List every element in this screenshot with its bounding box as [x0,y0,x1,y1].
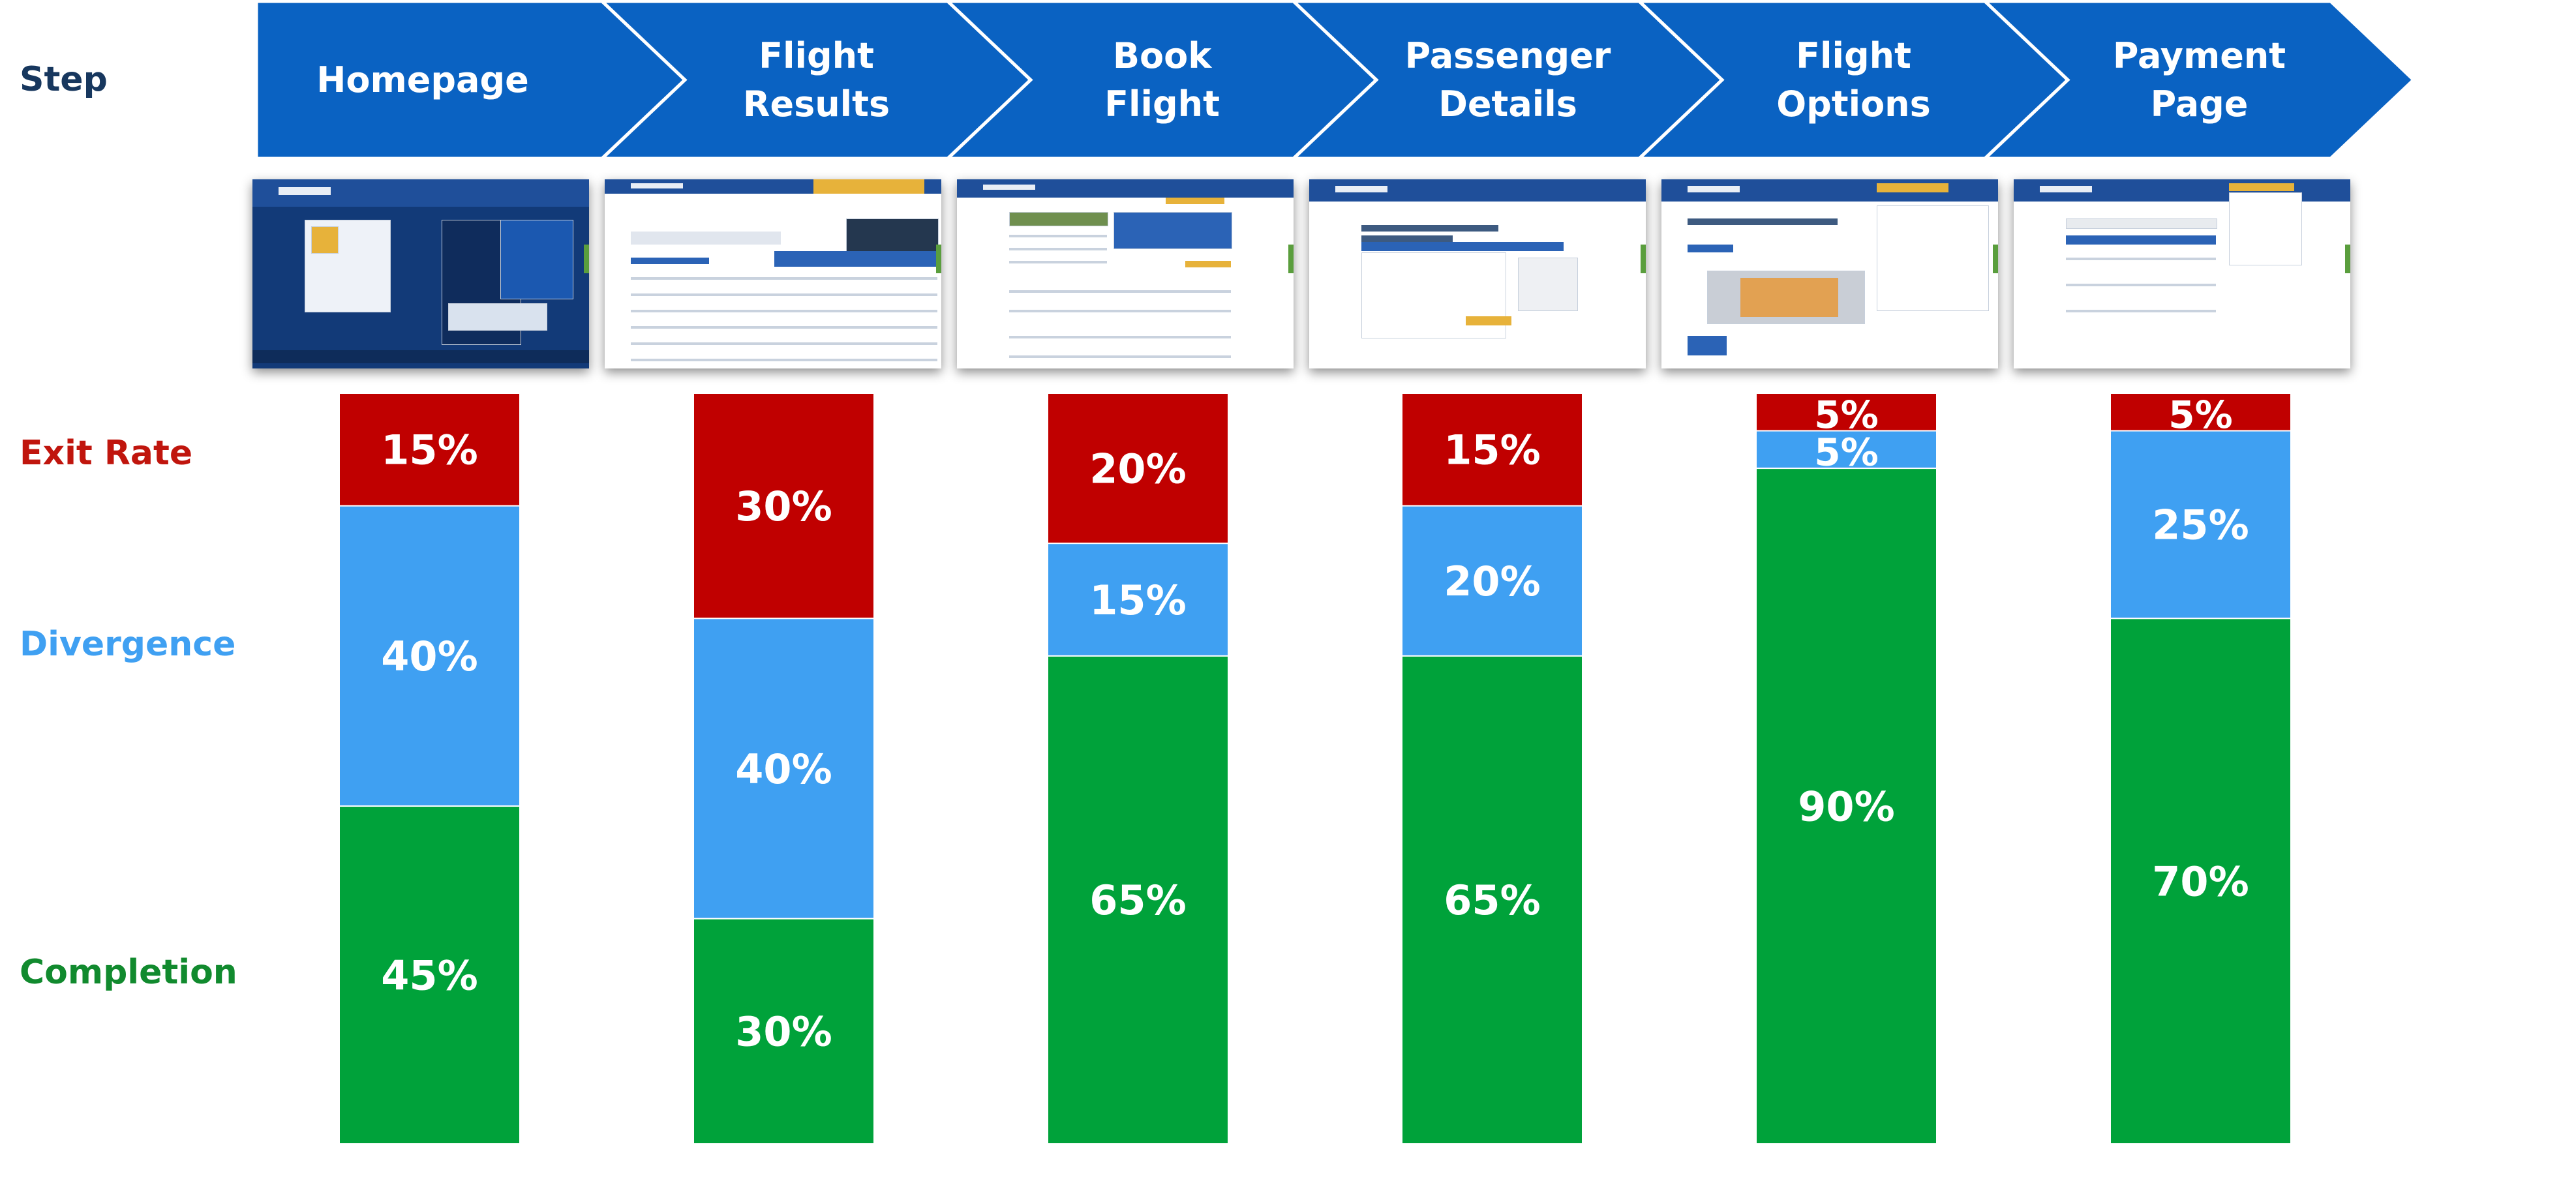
data-label-completion: 70% [2152,858,2249,905]
step-label: Flight [1104,83,1220,125]
bar-segment-divergence [339,505,521,807]
data-label-completion: 65% [1089,876,1186,924]
data-label-exit-rate: 30% [735,483,832,530]
step-label: Flight [759,35,874,76]
thumbnail-homepage [252,179,589,368]
data-label-exit-rate: 20% [1089,445,1186,492]
bar-segment-exit-rate [1047,393,1229,545]
row-label-divergence: Divergence [20,625,236,664]
step-label: Options [1776,83,1931,125]
thumbnail-payment-page [2014,179,2350,368]
row-label-exit-rate: Exit Rate [20,434,193,473]
step-label: Passenger [1405,35,1611,76]
data-label-divergence: 25% [2152,502,2249,549]
step-chevron [1980,0,2416,160]
row-label-step: Step [20,60,108,99]
step-label: Book [1113,35,1212,76]
step-label: Payment [2113,35,2286,76]
thumbnail-book-flight [957,179,1294,368]
data-label-divergence: 40% [381,633,477,680]
data-label-exit-rate: 5% [1814,393,1878,437]
bar-segment-completion [1401,655,1583,1145]
data-label-divergence: 20% [1444,558,1540,605]
step-chevrons: Homepage Flight Results Book Flight Passenger… [254,0,2416,160]
bar-segment-exit-rate [1401,393,1583,507]
bar-segment-completion [339,805,521,1145]
data-label-completion: 45% [381,951,477,999]
thumbnail-flight-options [1661,179,1998,368]
bar-segment-completion [2110,618,2292,1145]
step-label: Flight [1796,35,1911,76]
data-label-divergence: 15% [1089,577,1186,624]
step-label: Homepage [316,59,529,100]
bar-segment-exit-rate [693,393,875,620]
data-label-exit-rate: 5% [2168,393,2232,437]
data-label-exit-rate: 15% [1444,427,1540,474]
step-label: Results [743,83,890,125]
data-label-exit-rate: 15% [381,427,477,474]
data-label-divergence: 40% [735,745,832,793]
data-label-completion: 65% [1444,876,1540,924]
step-label: Details [1438,83,1577,125]
data-label-completion: 90% [1798,783,1894,830]
bar-segment-completion [1755,468,1937,1145]
bar-segment-completion [1047,655,1229,1145]
thumbnail-flight-results [605,179,941,368]
bar-segment-divergence [1401,505,1583,657]
row-label-completion: Completion [20,953,237,992]
bar-segment-exit-rate [2110,393,2292,432]
bar-segment-completion [693,918,875,1145]
bar-segment-divergence [1755,430,1937,470]
bar-segment-divergence [1047,543,1229,657]
data-label-completion: 30% [735,1008,832,1056]
bar-segment-divergence [2110,430,2292,620]
step-label: Page [2151,83,2249,125]
data-label-divergence: 5% [1814,430,1878,474]
thumbnail-passenger-details [1309,179,1646,368]
